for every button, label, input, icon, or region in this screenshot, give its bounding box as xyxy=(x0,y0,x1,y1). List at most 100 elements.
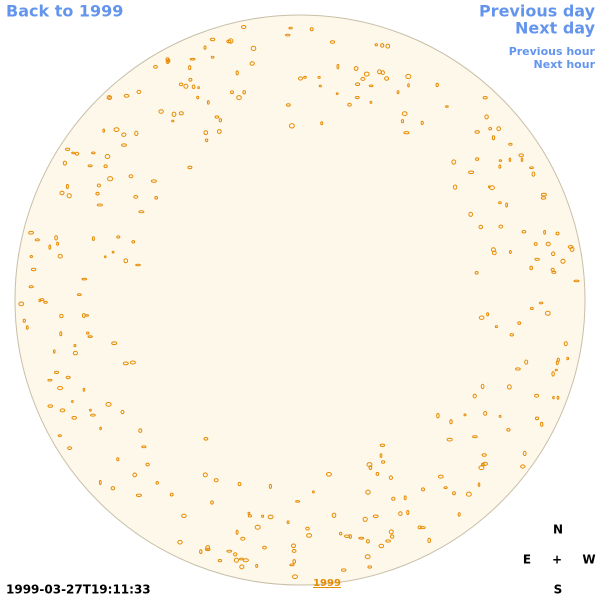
previous-hour-link[interactable]: Previous hour xyxy=(509,45,596,58)
contour xyxy=(488,127,493,131)
contour xyxy=(89,408,92,412)
contour xyxy=(374,43,378,47)
contour xyxy=(522,450,527,457)
contour xyxy=(76,293,82,297)
contour xyxy=(141,445,147,449)
contour xyxy=(189,57,196,61)
contour xyxy=(166,58,171,63)
contour xyxy=(59,313,64,319)
contour xyxy=(362,516,368,522)
contour xyxy=(108,96,112,100)
solar-disk xyxy=(14,14,586,586)
contour xyxy=(427,537,432,544)
contour xyxy=(236,95,242,101)
contour xyxy=(482,96,488,100)
contour xyxy=(95,191,100,196)
year-link[interactable]: 1999 xyxy=(313,578,341,589)
contour xyxy=(177,539,183,545)
contour xyxy=(96,183,102,188)
contour xyxy=(463,413,467,417)
next-day-link[interactable]: Next day xyxy=(515,19,596,38)
contour xyxy=(104,154,111,159)
contour xyxy=(240,536,246,541)
contour xyxy=(421,487,425,492)
contour xyxy=(203,130,209,136)
contour xyxy=(199,549,203,554)
contour xyxy=(347,102,352,107)
contour xyxy=(203,45,207,50)
contour xyxy=(28,230,35,235)
contour xyxy=(107,176,114,182)
contour xyxy=(348,534,352,539)
contour xyxy=(372,514,379,519)
contour xyxy=(291,548,297,553)
contour xyxy=(305,526,310,531)
contour xyxy=(285,33,291,37)
contour xyxy=(468,211,474,217)
contour xyxy=(71,151,75,155)
contour xyxy=(247,514,252,518)
contour xyxy=(494,325,498,329)
contour xyxy=(446,437,453,442)
contour xyxy=(540,192,547,197)
contour xyxy=(331,512,337,518)
contour xyxy=(216,129,222,134)
contour xyxy=(66,193,72,199)
contour xyxy=(375,471,380,476)
contour xyxy=(154,196,159,200)
contour xyxy=(238,557,244,561)
contour xyxy=(178,111,184,116)
contour xyxy=(136,89,142,95)
contour xyxy=(529,265,534,271)
contour xyxy=(483,411,488,416)
contour xyxy=(391,496,396,501)
contour xyxy=(452,184,458,190)
contour xyxy=(43,300,48,304)
contour xyxy=(188,77,193,82)
contour xyxy=(545,241,551,247)
contour xyxy=(210,500,214,505)
contour xyxy=(135,493,142,497)
contour xyxy=(67,446,72,451)
previous-day-link[interactable]: Previous day xyxy=(479,2,596,21)
contour xyxy=(191,84,196,90)
contour xyxy=(498,164,502,169)
contour xyxy=(515,367,521,371)
contour xyxy=(406,510,410,515)
contour xyxy=(113,127,120,133)
contour xyxy=(22,318,26,323)
contour xyxy=(47,378,53,382)
contour xyxy=(102,128,105,133)
contour xyxy=(520,464,526,469)
contour xyxy=(129,360,136,365)
contour xyxy=(474,271,479,275)
contour xyxy=(62,160,68,166)
contour xyxy=(206,100,210,105)
contour xyxy=(420,526,426,530)
contour xyxy=(405,73,412,80)
contour xyxy=(477,482,481,487)
contour xyxy=(105,402,112,407)
contour xyxy=(353,66,359,71)
contour xyxy=(566,356,570,361)
contour xyxy=(451,159,457,165)
contour xyxy=(533,242,538,246)
contour xyxy=(498,159,503,162)
contour xyxy=(181,513,187,518)
next-hour-link[interactable]: Next hour xyxy=(534,58,596,71)
contour xyxy=(466,491,472,497)
contour xyxy=(59,408,66,413)
compass-east: E xyxy=(523,553,531,567)
contour xyxy=(292,574,298,580)
contour xyxy=(472,435,478,439)
contour xyxy=(203,437,209,441)
back-link[interactable]: Back to 1999 xyxy=(6,2,123,21)
contour xyxy=(554,368,558,372)
contour xyxy=(380,43,385,48)
contour xyxy=(306,533,313,538)
contour xyxy=(478,465,485,471)
contour xyxy=(318,84,322,88)
contour xyxy=(388,529,394,535)
contour xyxy=(384,76,390,81)
contour xyxy=(57,434,62,437)
